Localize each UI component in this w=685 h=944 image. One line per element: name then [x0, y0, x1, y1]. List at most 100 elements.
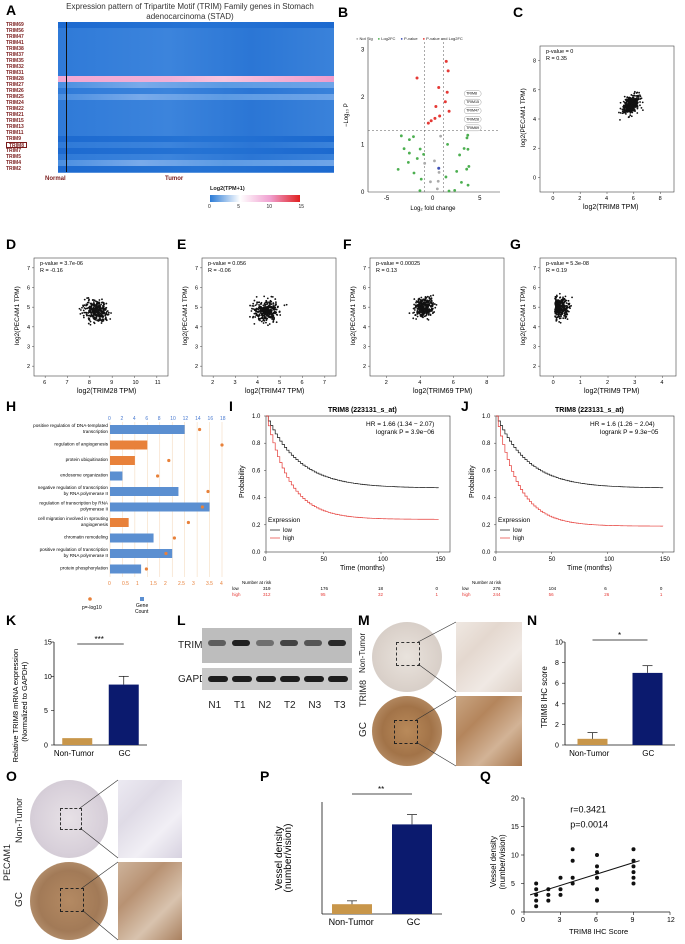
go-bar — [110, 487, 179, 496]
scatter-point — [434, 306, 437, 309]
scatter-point — [564, 305, 567, 308]
bar-sig-mark: *** — [95, 635, 104, 644]
scatter-point — [429, 310, 432, 312]
scatter-point — [93, 318, 96, 321]
scatter-point — [416, 315, 419, 318]
bar-chart-n: 0 2 4 6 8 10 Non-Tumor GC * TRIM8 IHC score — [525, 622, 683, 767]
go-term-label: protein ubiquitination — [66, 457, 109, 462]
scatter-point — [84, 307, 87, 310]
scatter-point — [268, 301, 270, 304]
scatter-point — [87, 299, 90, 302]
bar-y-tick: 4 — [555, 701, 559, 708]
scatter-x-tick: 1 — [579, 380, 582, 386]
scatter-y-tick: 6 — [195, 286, 198, 292]
heatmap-gene-label: TRIM15 — [6, 118, 24, 124]
scatter-y-tick: 6 — [533, 286, 536, 292]
go-top-tick: 8 — [158, 416, 161, 422]
km-x-tick: 100 — [604, 557, 615, 563]
volcano-point — [419, 177, 423, 181]
volcano-point — [415, 157, 419, 160]
scatter-point — [99, 319, 102, 321]
go-chart: 0 2 4 6 8 10 12 14 16 18 0 0.5 1 1.5 2 2.5 3 3.5 4 positive… — [33, 416, 226, 615]
volcano-point — [444, 59, 448, 63]
scatter-point — [83, 304, 86, 307]
scatter-point — [556, 304, 559, 307]
scatter-point — [632, 109, 635, 112]
volcano-point — [462, 147, 466, 150]
km-y-tick: 0.2 — [252, 523, 261, 529]
bar-gc — [108, 684, 139, 745]
scatter-point — [421, 313, 424, 316]
km-logrank: logrank P = 3.9e−06 — [376, 429, 435, 436]
km-frame — [495, 415, 675, 553]
scatter-y-label: log2(PECAM1 TPM) — [520, 286, 527, 345]
scatter-svg-f: 2 4 6 8 2 3 4 5 6 7 log2(TRIM69 TPM) log2(PECAM1 TP… — [350, 257, 505, 395]
ihc-o-zoom-gc — [118, 862, 182, 940]
scatter-point — [89, 307, 92, 310]
scatter-point — [635, 99, 638, 101]
scatter-point — [632, 97, 635, 100]
scatter-x-tick: 8 — [88, 380, 91, 386]
scatter-x-tick: 8 — [659, 196, 662, 202]
band-label-gapdh: GAPDH — [178, 674, 214, 685]
km-y-tick: 0.6 — [482, 468, 491, 474]
scatter-y-tick: 2 — [533, 364, 536, 370]
scatter-point — [265, 299, 268, 302]
scatter-point — [625, 105, 628, 108]
scatter-point — [279, 314, 282, 316]
go-top-tick: 12 — [183, 416, 189, 422]
km-risk-high-value: 1 — [436, 592, 439, 597]
scatter-point — [265, 321, 267, 324]
scatter-point — [425, 305, 428, 308]
scatter-point — [563, 312, 566, 315]
scatter-point — [82, 316, 85, 319]
q-point — [570, 881, 575, 886]
km-risk-low-value: 319 — [263, 586, 271, 591]
go-term-label: by RNA polymerase II — [64, 553, 108, 558]
scatter-point — [94, 310, 97, 313]
go-legend-count: Count — [135, 609, 149, 615]
scatter-x-tick: 8 — [485, 380, 488, 386]
go-bar — [110, 549, 173, 558]
scatter-y-label: log2(PECAM1 TPM) — [14, 286, 21, 345]
scatter-point — [633, 90, 636, 93]
go-term-label: regulation of angiogenesis — [54, 442, 108, 447]
scatter-point — [93, 321, 95, 324]
volcano-y-tick: 3 — [361, 48, 365, 54]
bar-category-label: Non-Tumor — [54, 749, 94, 758]
volcano-callout-box — [463, 98, 482, 106]
scatter-point — [624, 98, 627, 101]
scatter-point — [429, 295, 432, 297]
scatter-point — [557, 307, 560, 310]
scatter-point — [258, 301, 261, 304]
gapdh-band — [256, 676, 276, 682]
km-legend-low: low — [283, 528, 293, 534]
km-risk-low-value: 276 — [493, 586, 501, 591]
scatter-point — [249, 304, 251, 307]
scatter-y-tick: 3 — [27, 345, 30, 351]
scatter-point — [92, 307, 95, 310]
q-y-tick: 0 — [511, 910, 515, 917]
scatter-point — [99, 305, 102, 307]
go-bottom-tick: 1.5 — [150, 581, 157, 587]
scatter-x-tick: 5 — [278, 380, 281, 386]
scatter-y-tick: 6 — [27, 286, 30, 292]
scatter-point — [428, 297, 431, 300]
scatter-x-tick: 7 — [323, 380, 326, 386]
volcano-point — [465, 167, 469, 171]
scatter-point — [632, 106, 635, 109]
scatter-point — [565, 302, 568, 304]
scatter-point — [570, 304, 572, 307]
panel-label-m: M — [358, 612, 370, 628]
scatter-point — [619, 107, 622, 110]
volcano-callout-label: TRIM69 — [466, 126, 479, 130]
scatter-point — [274, 304, 277, 307]
heatmap-gene-label: TRIM41 — [6, 40, 24, 46]
scatter-point — [275, 302, 277, 305]
scatter-svg-g: 0 1 2 3 4 2 3 4 5 6 7 log2(TRIM9 TPM) log2(PECAM1 TP… — [520, 257, 677, 395]
bar-y-label: TRIM8 IHC score — [540, 666, 549, 728]
bar-y-label: (Normalized to GAPDH) — [20, 661, 29, 742]
scatter-point — [252, 302, 255, 305]
scatter-point — [253, 323, 256, 325]
scatter-point — [416, 312, 419, 315]
